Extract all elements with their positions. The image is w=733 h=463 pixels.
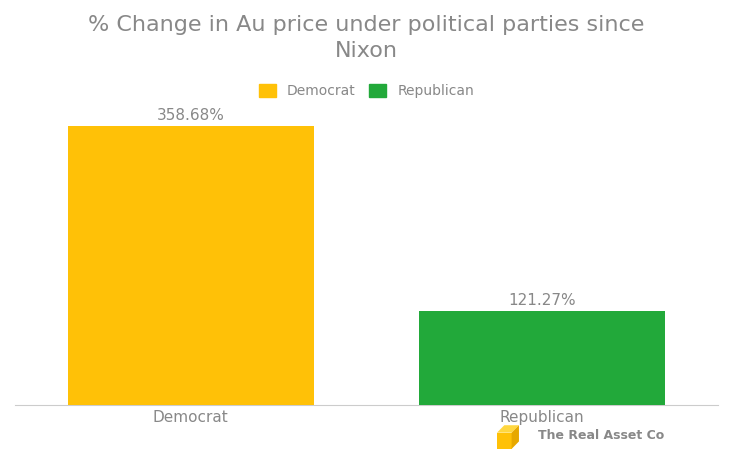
Text: 121.27%: 121.27% bbox=[509, 293, 576, 307]
Text: 358.68%: 358.68% bbox=[157, 108, 225, 123]
Title: % Change in Au price under political parties since
Nixon: % Change in Au price under political par… bbox=[88, 15, 645, 62]
Polygon shape bbox=[497, 425, 519, 432]
Bar bbox=[67, 126, 314, 405]
Polygon shape bbox=[497, 432, 512, 449]
Polygon shape bbox=[512, 425, 519, 449]
Bar bbox=[419, 311, 666, 405]
Text: The Real Asset Co: The Real Asset Co bbox=[538, 429, 664, 442]
Legend: Democrat, Republican: Democrat, Republican bbox=[254, 79, 479, 104]
